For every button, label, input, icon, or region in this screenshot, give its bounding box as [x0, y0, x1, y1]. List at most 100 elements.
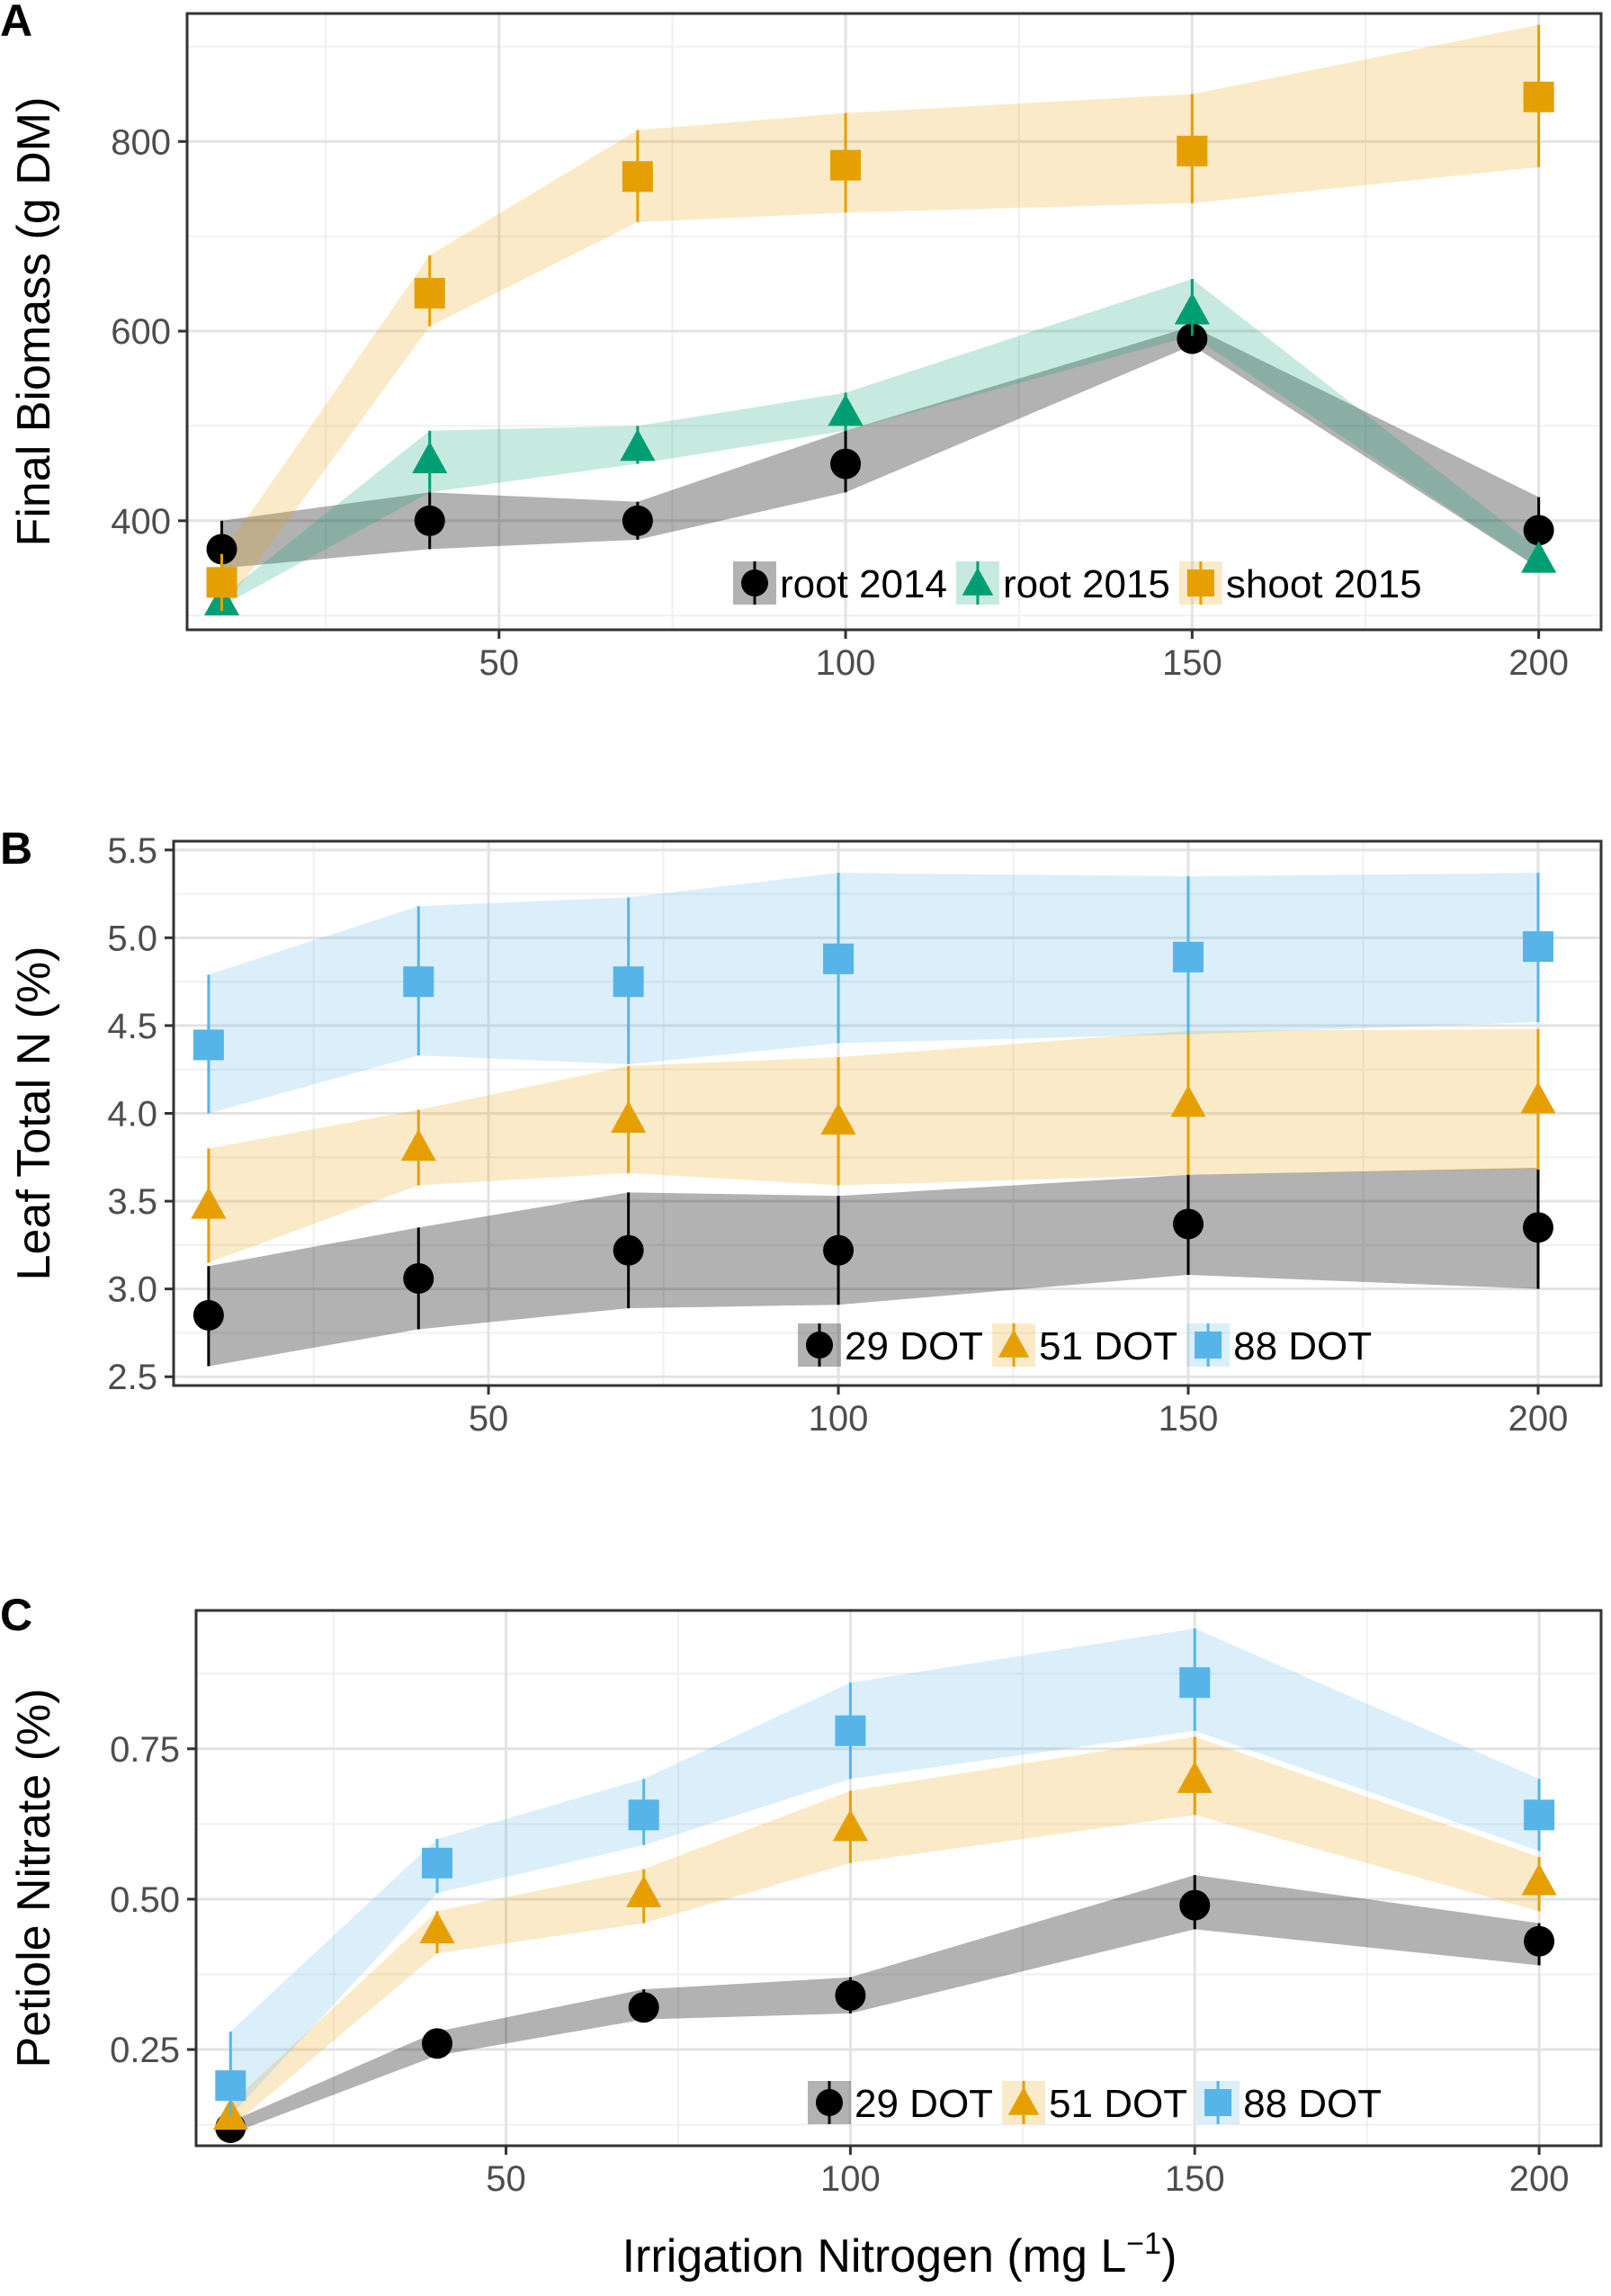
point-shoot-2015: [622, 161, 653, 193]
point-shoot-2015: [1177, 135, 1208, 166]
legend-key-29-dot: [816, 2089, 843, 2116]
x-tick-label: 50: [486, 2159, 526, 2199]
panel-label: A: [0, 0, 32, 46]
ribbon-88-dot: [230, 1628, 1540, 2116]
x-tick-label: 100: [820, 2159, 881, 2199]
point-51-dot: [419, 1911, 455, 1943]
point-88-dot: [1522, 931, 1553, 963]
x-tick-label: 100: [809, 1399, 869, 1439]
legend-key-51-dot: [1007, 2086, 1040, 2115]
point-29-dot: [1173, 1208, 1204, 1240]
panel-border: [194, 1609, 1603, 2148]
panel-c: 50 100 150 200 0.25 0.50 0.75 Petiole Nitrate (…: [0, 1590, 1603, 2199]
y-tick-label: 0.50: [110, 1880, 180, 1920]
point-51-dot: [1520, 1081, 1556, 1114]
point-shoot-2015: [414, 277, 445, 309]
point-29-dot: [192, 1299, 224, 1331]
y-tick-label: 3.5: [107, 1182, 157, 1222]
legend-label: 51 DOT: [1049, 2082, 1187, 2126]
legend-key-root-2014: [741, 570, 768, 596]
point-88-dot: [1173, 941, 1204, 973]
legend-label: 29 DOT: [845, 1324, 983, 1368]
point-51-dot: [400, 1129, 436, 1161]
x-tick-label: 100: [816, 643, 876, 683]
point-root-2015: [1521, 541, 1557, 573]
point-root-2015: [1174, 292, 1210, 325]
y-tick-label: 5.5: [107, 831, 157, 871]
legend-label: 88 DOT: [1233, 1324, 1372, 1368]
point-root-2014: [622, 505, 653, 536]
legend: 29 DOT 51 DOT 88 DOT: [798, 1323, 1372, 1368]
y-tick-label: 0.75: [110, 1730, 180, 1770]
panel-label: B: [0, 823, 32, 874]
x-tick-label: 200: [1508, 643, 1569, 683]
point-88-dot: [628, 1799, 659, 1831]
ribbon-51-dot: [230, 1736, 1540, 2128]
panel-label: C: [0, 1590, 32, 1640]
x-tick-label: 200: [1509, 2159, 1570, 2199]
point-88-dot: [835, 1715, 866, 1746]
legend-key-88-dot: [1204, 2089, 1232, 2116]
ribbon-shoot-2015: [221, 24, 1539, 611]
legend-key-29-dot: [806, 1332, 833, 1359]
legend-key-51-dot: [998, 1329, 1030, 1358]
point-51-dot: [1170, 1085, 1206, 1117]
point-29-dot: [1522, 1212, 1553, 1243]
point-29-dot: [628, 1992, 659, 2023]
y-tick-label: 400: [111, 502, 171, 542]
x-tick-label: 50: [469, 1399, 509, 1439]
point-51-dot: [626, 1875, 662, 1907]
ribbon-51-dot: [208, 1028, 1538, 1263]
point-root-2015: [828, 394, 864, 426]
point-root-2015: [412, 441, 448, 473]
legend: root 2014 root 2015 shoot 2015: [733, 561, 1422, 606]
point-root-2014: [414, 505, 445, 536]
panel-a: 50 100 150 200 400 600 800 Final Biomass (g DM)…: [0, 0, 1603, 683]
x-axis-title: Irrigation Nitrogen (mg L−1): [622, 2227, 1177, 2283]
point-root-2015: [620, 429, 656, 462]
y-tick-label: 600: [111, 312, 171, 352]
legend-label: shoot 2015: [1226, 562, 1422, 606]
x-tick-label: 150: [1159, 1399, 1219, 1439]
point-88-dot: [192, 1029, 224, 1061]
x-tick-label: 50: [479, 643, 520, 683]
x-tick-label: 150: [1162, 643, 1222, 683]
ribbon-root-2014: [221, 326, 1539, 569]
point-29-dot: [1524, 1925, 1555, 1957]
y-tick-label: 3.0: [107, 1270, 157, 1310]
point-88-dot: [1524, 1799, 1555, 1831]
point-29-dot: [403, 1262, 434, 1294]
y-tick-label: 2.5: [107, 1358, 157, 1397]
point-88-dot: [215, 2070, 246, 2102]
y-axis-title: Leaf Total N (%): [8, 946, 60, 1281]
panel-border: [185, 12, 1603, 632]
point-88-dot: [823, 943, 855, 974]
point-88-dot: [613, 966, 644, 998]
panel-b: 50 100 150 200 2.5 3.0 3.5 4.0 4.5 5.0 5.5 Leaf Tot…: [0, 823, 1603, 1439]
legend: 29 DOT 51 DOT 88 DOT: [808, 2081, 1382, 2126]
ribbon-29-dot: [208, 1168, 1538, 1367]
ribbon-88-dot: [208, 873, 1538, 1114]
point-51-dot: [1177, 1761, 1213, 1793]
legend-label: 29 DOT: [855, 2082, 993, 2126]
legend-label: 88 DOT: [1243, 2082, 1382, 2126]
y-axis-title: Final Biomass (g DM): [8, 97, 60, 547]
point-shoot-2015: [1523, 81, 1554, 112]
point-88-dot: [403, 966, 434, 998]
point-root-2014: [206, 534, 237, 565]
y-axis-title: Petiole Nitrate (%): [8, 1689, 60, 2068]
x-tick-label: 200: [1508, 1399, 1569, 1439]
legend-label: root 2015: [1003, 562, 1170, 606]
point-51-dot: [611, 1100, 647, 1133]
x-tick-label: 150: [1165, 2159, 1225, 2199]
point-88-dot: [421, 1847, 452, 1879]
legend-key-shoot-2015: [1186, 570, 1214, 596]
point-29-dot: [835, 1979, 866, 2011]
ribbon-root-2015: [221, 279, 1539, 606]
point-shoot-2015: [830, 149, 862, 181]
y-tick-label: 5.0: [107, 919, 157, 958]
point-29-dot: [823, 1234, 855, 1266]
point-shoot-2015: [206, 567, 237, 598]
y-tick-label: 4.0: [107, 1095, 157, 1135]
